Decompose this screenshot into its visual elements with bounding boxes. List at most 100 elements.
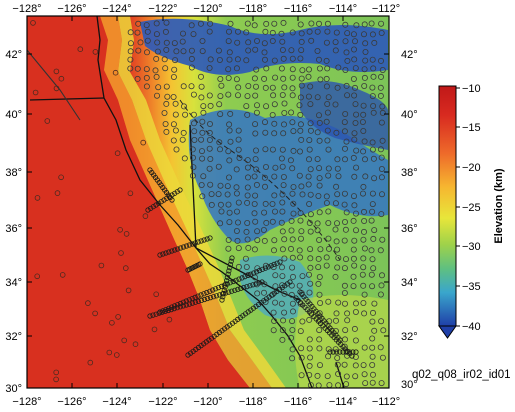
station-marker bbox=[306, 146, 313, 153]
station-marker bbox=[305, 93, 312, 100]
station-marker bbox=[217, 182, 224, 189]
station-marker bbox=[243, 103, 250, 110]
station-marker bbox=[344, 57, 351, 64]
profile-marker bbox=[350, 349, 356, 355]
profile-marker bbox=[239, 275, 245, 281]
station-marker bbox=[362, 57, 369, 64]
station-marker bbox=[198, 148, 205, 155]
station-marker bbox=[379, 137, 386, 144]
station-marker bbox=[269, 112, 276, 119]
station-marker bbox=[368, 271, 375, 278]
station-marker bbox=[123, 265, 129, 271]
station-marker bbox=[290, 210, 297, 217]
station-marker bbox=[332, 200, 339, 207]
station-marker bbox=[306, 219, 313, 226]
station-marker bbox=[352, 337, 359, 344]
station-marker bbox=[254, 290, 261, 297]
station-marker bbox=[352, 308, 359, 315]
profile-marker bbox=[156, 200, 162, 206]
station-marker bbox=[307, 191, 314, 198]
station-marker bbox=[270, 327, 277, 334]
station-marker bbox=[350, 283, 357, 290]
station-marker bbox=[279, 273, 286, 280]
station-marker bbox=[298, 38, 305, 45]
station-marker bbox=[333, 310, 340, 317]
station-marker bbox=[188, 64, 195, 71]
station-marker bbox=[252, 218, 259, 225]
station-marker bbox=[261, 209, 268, 216]
station-marker bbox=[341, 282, 348, 289]
profile-marker bbox=[150, 204, 156, 210]
station-marker bbox=[288, 47, 295, 54]
station-marker bbox=[243, 228, 250, 235]
station-marker bbox=[225, 75, 232, 82]
station-marker bbox=[189, 154, 196, 161]
station-marker bbox=[281, 100, 288, 107]
profile-marker bbox=[150, 312, 156, 318]
station-marker bbox=[217, 201, 224, 208]
station-marker bbox=[314, 227, 321, 234]
station-marker bbox=[315, 255, 322, 262]
station-marker bbox=[226, 219, 233, 226]
profile-marker bbox=[189, 300, 195, 306]
station-marker bbox=[271, 208, 278, 215]
station-marker bbox=[190, 31, 197, 38]
station-marker bbox=[360, 102, 367, 109]
station-marker bbox=[370, 103, 377, 110]
station-marker bbox=[30, 20, 36, 26]
station-marker bbox=[334, 156, 341, 163]
station-marker bbox=[163, 39, 170, 46]
station-marker bbox=[85, 300, 91, 306]
station-marker bbox=[217, 93, 224, 100]
station-marker bbox=[281, 110, 288, 117]
station-marker bbox=[334, 165, 341, 172]
station-marker bbox=[323, 57, 330, 64]
profile-marker bbox=[183, 243, 190, 249]
station-marker bbox=[92, 310, 98, 317]
profile-marker bbox=[158, 199, 164, 205]
station-marker bbox=[226, 127, 233, 134]
station-marker bbox=[217, 76, 224, 83]
station-marker bbox=[361, 74, 368, 81]
station-marker bbox=[244, 184, 251, 191]
lon-label-top: −116° bbox=[284, 3, 312, 15]
station-marker bbox=[362, 49, 369, 56]
station-marker bbox=[233, 184, 240, 191]
station-marker bbox=[289, 264, 296, 271]
station-marker bbox=[216, 57, 223, 64]
profile-marker bbox=[192, 240, 198, 246]
station-marker bbox=[369, 208, 376, 215]
station-marker bbox=[360, 299, 367, 306]
station-marker bbox=[199, 38, 206, 45]
station-marker bbox=[314, 28, 321, 35]
station-marker bbox=[369, 379, 376, 386]
station-marker bbox=[369, 139, 376, 146]
station-marker bbox=[306, 362, 313, 369]
station-marker bbox=[315, 382, 322, 388]
station-marker bbox=[190, 120, 197, 127]
station-marker bbox=[333, 29, 340, 36]
profile-marker bbox=[174, 189, 180, 195]
station-marker bbox=[226, 121, 233, 128]
station-marker bbox=[305, 173, 312, 180]
profile-marker bbox=[174, 305, 180, 311]
station-marker bbox=[362, 380, 369, 387]
station-marker bbox=[170, 74, 177, 81]
profile-marker bbox=[204, 295, 211, 302]
station-marker bbox=[369, 283, 376, 290]
station-marker bbox=[362, 40, 369, 47]
station-marker bbox=[316, 236, 323, 243]
station-marker bbox=[323, 199, 330, 206]
axis-ticks bbox=[26, 16, 390, 389]
station-marker bbox=[369, 146, 376, 153]
station-marker bbox=[341, 218, 348, 225]
profile-marker bbox=[156, 310, 162, 316]
station-marker bbox=[360, 362, 367, 369]
station-marker bbox=[58, 75, 65, 82]
colorbar: −10 −15 −20 −25 −30 −35 −40 Elevation (k… bbox=[438, 83, 505, 339]
station-marker bbox=[334, 361, 341, 368]
station-marker bbox=[342, 21, 349, 28]
station-marker bbox=[307, 166, 314, 173]
station-marker bbox=[206, 129, 213, 136]
colorbar-tick-label: −20 bbox=[462, 162, 481, 174]
